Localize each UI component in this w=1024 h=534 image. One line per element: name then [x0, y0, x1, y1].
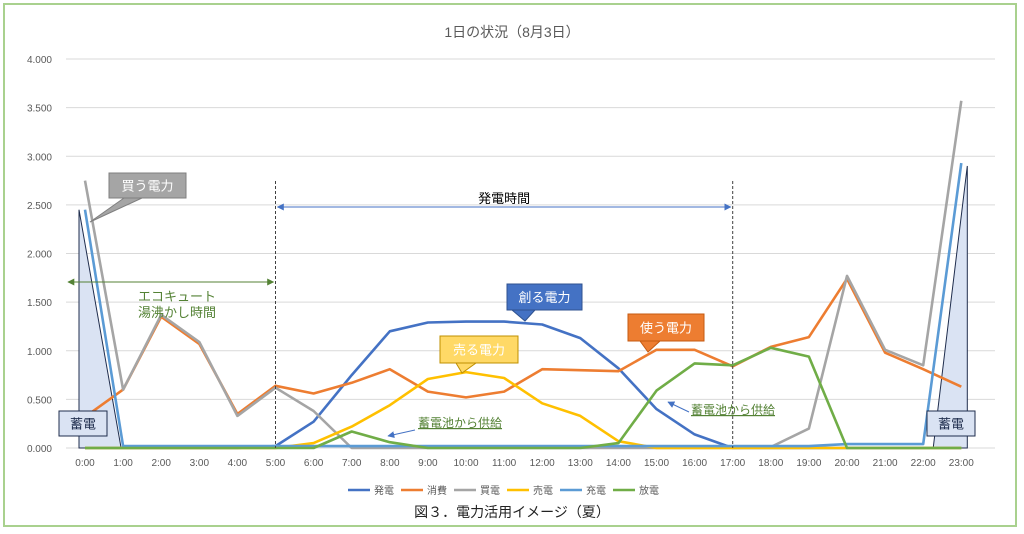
sell-callout-label: 売る電力: [453, 343, 505, 358]
x-tick-label: 7:00: [342, 458, 362, 469]
y-tick-label: 3.000: [27, 152, 52, 163]
buy-callout-box: [108, 172, 187, 199]
legend-label-充電: 充電: [586, 484, 606, 497]
x-tick-label: 2:00: [151, 458, 171, 469]
x-tick-label: 17:00: [720, 458, 745, 469]
storage-callout-left-label: 蓄電: [70, 417, 96, 432]
supply-label-2: 蓄電池から供給: [691, 403, 775, 417]
storage-triangle-right: [932, 165, 968, 449]
legend-label-買電: 買電: [480, 485, 500, 497]
ecocute-label: エコキュート: [138, 289, 216, 304]
series-line-放電: [85, 346, 962, 450]
supply-label-1: 蓄電池から供給: [418, 416, 502, 430]
create-callout-box: [506, 283, 583, 311]
create-callout-tail: [510, 309, 537, 322]
x-tick-label: 15:00: [644, 458, 669, 469]
x-tick-label: 21:00: [873, 458, 898, 469]
x-tick-label: 10:00: [453, 458, 478, 469]
x-tick-label: 16:00: [682, 458, 707, 469]
x-tick-label: 12:00: [530, 458, 555, 469]
x-tick-label: 1:00: [113, 458, 133, 469]
x-tick-label: 9:00: [418, 458, 438, 469]
y-tick-label: 1.000: [27, 347, 52, 358]
storage-callout-right-box: [926, 410, 976, 437]
figure-caption: 図３．電力活用イメージ（夏）: [414, 505, 610, 521]
buy-callout-label: 買う電力: [121, 179, 173, 194]
series-line-充電: [83, 162, 963, 448]
generation-window-label: 発電時間: [478, 191, 530, 206]
y-tick-label: 0.000: [27, 444, 52, 455]
x-tick-label: 19:00: [796, 458, 821, 469]
ecocute-label-2: 湯沸かし時間: [138, 305, 216, 320]
supply-arrow-2: [667, 401, 690, 413]
y-tick-label: 0.500: [27, 395, 52, 406]
use-callout-label: 使う電力: [640, 321, 692, 336]
x-tick-label: 20:00: [834, 458, 859, 469]
storage-callout-right-label: 蓄電: [938, 417, 964, 432]
legend-label-売電: 売電: [533, 484, 553, 497]
legend-label-消費: 消費: [427, 484, 447, 497]
supply-arrow-1: [387, 429, 416, 439]
legend-label-放電: 放電: [639, 484, 659, 497]
use-callout-box: [627, 313, 705, 342]
x-tick-label: 8:00: [380, 458, 400, 469]
series-line-買電: [83, 100, 963, 450]
y-tick-label: 1.500: [27, 298, 52, 309]
x-tick-label: 14:00: [606, 458, 631, 469]
x-tick-label: 6:00: [304, 458, 324, 469]
x-tick-label: 13:00: [568, 458, 593, 469]
y-tick-label: 2.500: [27, 201, 52, 212]
x-tick-label: 22:00: [911, 458, 936, 469]
x-tick-label: 23:00: [949, 458, 974, 469]
x-tick-label: 0:00: [75, 458, 95, 469]
sell-callout-box: [439, 335, 519, 364]
x-tick-label: 11:00: [492, 458, 517, 469]
y-tick-label: 2.000: [27, 250, 52, 261]
x-tick-label: 3:00: [190, 458, 210, 469]
y-tick-label: 3.500: [27, 104, 52, 115]
x-tick-label: 5:00: [266, 458, 286, 469]
chart-title: 1日の状況（8月3日）: [444, 24, 579, 40]
create-callout-label: 創る電力: [518, 290, 570, 305]
x-tick-label: 4:00: [228, 458, 248, 469]
chart-frame: [3, 3, 1017, 527]
y-tick-label: 4.000: [27, 55, 52, 66]
x-tick-label: 18:00: [758, 458, 783, 469]
buy-callout-tail: [89, 197, 143, 223]
legend-label-発電: 発電: [374, 484, 394, 497]
storage-callout-left-box: [58, 410, 108, 437]
